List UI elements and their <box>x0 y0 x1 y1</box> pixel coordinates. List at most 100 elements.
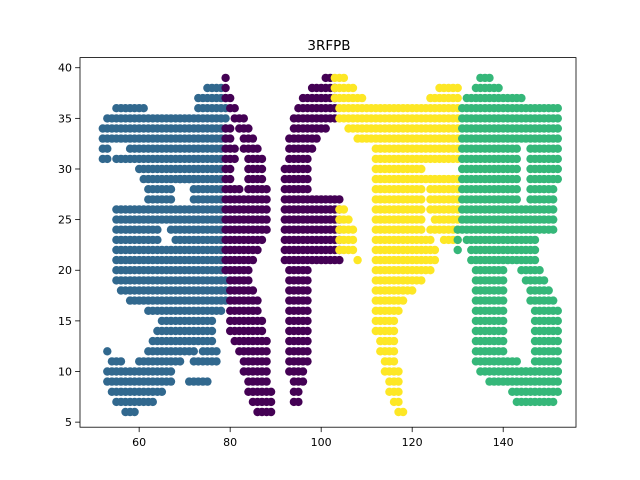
data-point <box>257 154 267 164</box>
data-point <box>175 357 185 366</box>
data-point <box>298 377 308 386</box>
data-point <box>335 195 344 204</box>
data-point <box>226 164 235 174</box>
data-point <box>408 286 417 295</box>
data-point <box>253 306 262 315</box>
y-tick-label: 10 <box>58 366 72 379</box>
data-point <box>549 296 558 305</box>
data-point <box>348 83 358 93</box>
data-point <box>148 397 157 407</box>
data-point <box>553 326 562 336</box>
data-point <box>248 134 258 143</box>
data-point <box>262 185 271 194</box>
data-point <box>248 255 258 265</box>
data-point <box>321 124 330 133</box>
data-point <box>239 225 248 234</box>
data-point <box>398 296 408 305</box>
data-point <box>221 114 230 123</box>
data-point <box>549 215 558 224</box>
data-point <box>253 245 262 255</box>
data-point <box>357 93 367 103</box>
data-point <box>499 336 508 346</box>
data-point <box>553 104 562 113</box>
data-point <box>499 266 508 275</box>
data-point <box>239 245 248 255</box>
data-point <box>230 144 239 153</box>
series-2 <box>330 73 462 417</box>
data-point <box>239 205 248 214</box>
data-point <box>453 245 462 255</box>
data-point <box>530 235 540 245</box>
data-point <box>239 114 248 123</box>
data-point <box>549 195 558 204</box>
data-point <box>553 316 562 326</box>
data-point <box>417 225 426 234</box>
data-point <box>417 164 426 174</box>
data-point <box>262 367 271 376</box>
data-point <box>207 336 217 346</box>
data-point <box>348 235 358 245</box>
data-point <box>426 266 435 275</box>
data-point <box>303 266 312 275</box>
chart-title: 3RFPB <box>307 38 350 54</box>
data-point <box>212 357 221 366</box>
data-point <box>130 407 139 417</box>
data-point <box>235 185 244 194</box>
data-point <box>394 377 403 386</box>
data-point <box>239 235 248 245</box>
data-point <box>303 174 312 184</box>
data-point <box>103 144 112 153</box>
data-point <box>553 387 562 396</box>
data-point <box>239 195 248 204</box>
data-point <box>398 407 408 417</box>
data-point <box>417 215 426 224</box>
data-point <box>257 326 267 336</box>
data-point <box>257 316 267 326</box>
data-point <box>394 367 403 376</box>
data-point <box>166 195 176 204</box>
data-point <box>553 347 562 356</box>
data-point <box>417 205 426 214</box>
data-point <box>266 397 276 407</box>
data-point <box>544 286 553 295</box>
data-point <box>103 347 112 356</box>
data-point <box>426 235 435 245</box>
data-point <box>248 286 258 295</box>
data-point <box>485 73 494 83</box>
data-point <box>339 73 349 83</box>
data-point <box>230 104 239 113</box>
data-point <box>157 387 167 396</box>
data-point <box>239 215 248 224</box>
data-point <box>207 316 217 326</box>
data-point <box>303 276 312 285</box>
data-point <box>244 124 253 133</box>
data-point <box>535 266 544 275</box>
y-axis: 5 10 15 20 25 30 35 40 <box>58 62 80 429</box>
y-tick-label: 35 <box>58 112 72 125</box>
data-point <box>512 154 521 164</box>
data-point <box>553 174 562 184</box>
data-point <box>298 367 308 376</box>
data-point <box>499 286 508 295</box>
data-point <box>417 195 426 204</box>
data-point <box>262 357 271 366</box>
axes-frame <box>79 57 577 428</box>
data-point <box>553 377 562 386</box>
data-point <box>166 185 176 194</box>
data-point <box>499 276 508 285</box>
data-point <box>512 195 521 204</box>
data-point <box>303 296 312 305</box>
data-point <box>394 387 403 396</box>
data-point <box>549 185 558 194</box>
data-point <box>389 316 399 326</box>
data-point <box>430 255 440 265</box>
data-point <box>494 83 503 93</box>
data-point <box>539 276 549 285</box>
data-point <box>303 336 312 346</box>
data-point <box>553 336 562 346</box>
data-point <box>226 134 235 143</box>
data-point <box>262 225 271 234</box>
data-point <box>262 347 271 356</box>
data-point <box>303 164 312 174</box>
